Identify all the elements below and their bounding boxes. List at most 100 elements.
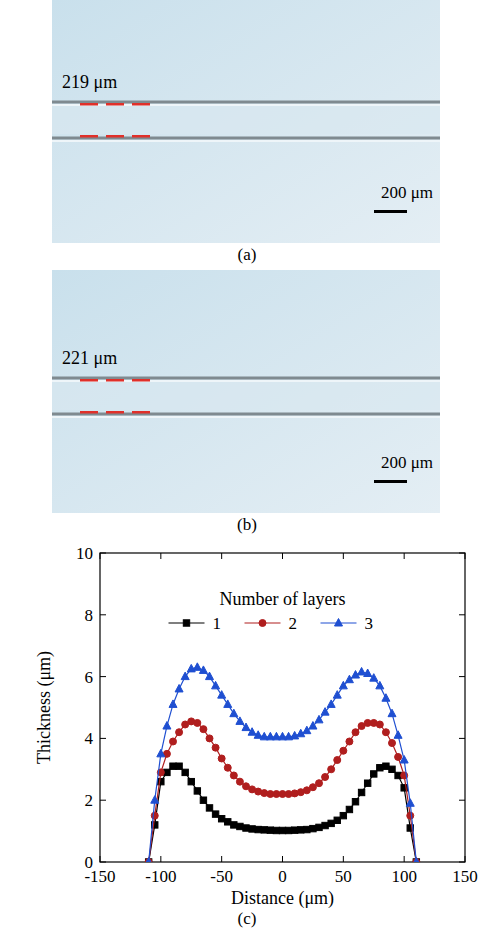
marker <box>157 749 165 757</box>
marker <box>200 726 207 733</box>
width-annotation: 219 μm <box>62 72 117 92</box>
marker <box>310 825 316 831</box>
x-tick <box>221 856 222 862</box>
marker <box>406 799 414 807</box>
width-marker <box>106 103 124 106</box>
y-tick-label: 8 <box>85 606 94 625</box>
panel-label: (b) <box>237 515 257 534</box>
marker <box>170 763 176 769</box>
width-marker <box>132 379 150 382</box>
y-tick <box>100 676 106 677</box>
width-marker <box>80 379 98 382</box>
marker <box>193 663 201 671</box>
y-tick <box>459 676 465 677</box>
marker <box>376 681 384 689</box>
x-tick <box>404 553 405 559</box>
marker <box>382 729 389 736</box>
marker <box>212 744 219 751</box>
marker <box>400 756 408 764</box>
marker <box>376 721 383 728</box>
marker <box>412 858 420 863</box>
marker <box>382 694 390 702</box>
marker <box>237 823 243 829</box>
width-marker <box>132 135 150 138</box>
marker <box>212 681 220 689</box>
marker <box>352 729 359 736</box>
marker <box>194 788 200 794</box>
legend-label: 2 <box>289 614 298 633</box>
channel-wall-edge <box>52 416 440 418</box>
marker <box>243 825 249 831</box>
marker <box>206 735 213 742</box>
channel-wall-edge <box>52 104 440 106</box>
series-line <box>149 766 417 862</box>
marker <box>267 827 273 833</box>
marker <box>199 666 207 674</box>
y-axis-title: Thickness (μm) <box>34 651 55 764</box>
marker <box>176 729 183 736</box>
width-marker <box>132 103 150 106</box>
width-marker <box>106 411 124 414</box>
marker <box>395 753 402 760</box>
series-line <box>149 721 417 862</box>
marker <box>218 755 225 762</box>
marker <box>334 757 341 764</box>
marker <box>328 766 335 773</box>
legend-marker <box>183 620 189 626</box>
marker <box>170 738 177 745</box>
series-line <box>149 667 417 862</box>
marker <box>212 811 218 817</box>
marker <box>321 708 329 716</box>
marker <box>230 772 237 779</box>
marker <box>225 819 231 825</box>
marker <box>304 826 310 832</box>
marker <box>322 822 328 828</box>
marker <box>316 824 322 830</box>
marker <box>322 774 329 781</box>
legend: Number of layers123 <box>169 589 374 633</box>
data-area <box>145 663 421 862</box>
x-tick-label: 100 <box>391 867 417 886</box>
figure: 219 μm200 μm(a)221 μm200 μm(b)-150-100-5… <box>0 0 493 933</box>
marker <box>176 763 182 769</box>
scale-bar-label: 200 μm <box>381 453 433 472</box>
channel-wall-edge <box>52 140 440 142</box>
marker <box>389 740 396 747</box>
marker <box>371 771 377 777</box>
image-background <box>52 270 440 513</box>
marker <box>169 700 177 708</box>
marker <box>218 816 224 822</box>
x-tick-label: -50 <box>210 867 233 886</box>
x-tick-label: 150 <box>452 867 478 886</box>
marker <box>352 799 358 805</box>
marker <box>181 672 189 680</box>
x-tick <box>343 856 344 862</box>
marker <box>182 769 188 775</box>
micrograph: 219 μm200 μm <box>52 0 440 243</box>
width-marker <box>80 135 98 138</box>
marker <box>358 789 364 795</box>
marker <box>145 859 152 863</box>
marker <box>242 723 250 731</box>
legend-marker <box>335 619 343 627</box>
marker <box>333 691 341 699</box>
marker <box>358 667 366 675</box>
legend-marker <box>259 620 266 627</box>
marker <box>151 812 158 819</box>
plot-frame <box>100 553 465 862</box>
marker <box>248 728 256 736</box>
panel-label: (c) <box>238 909 257 928</box>
y-tick-label: 10 <box>76 544 93 563</box>
legend-label: 3 <box>365 614 374 633</box>
x-axis-title: Distance (μm) <box>231 888 334 909</box>
width-marker <box>106 135 124 138</box>
marker <box>218 691 226 699</box>
marker <box>370 674 378 682</box>
width-marker <box>80 103 98 106</box>
x-tick <box>404 856 405 862</box>
channel-wall-edge <box>52 380 440 382</box>
marker <box>224 764 231 771</box>
marker <box>206 672 214 680</box>
x-tick <box>282 856 283 862</box>
marker <box>340 812 346 818</box>
